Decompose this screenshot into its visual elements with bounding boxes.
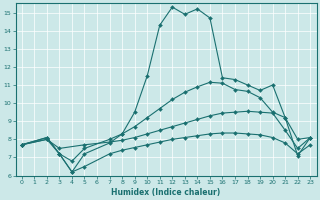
X-axis label: Humidex (Indice chaleur): Humidex (Indice chaleur) (111, 188, 221, 197)
